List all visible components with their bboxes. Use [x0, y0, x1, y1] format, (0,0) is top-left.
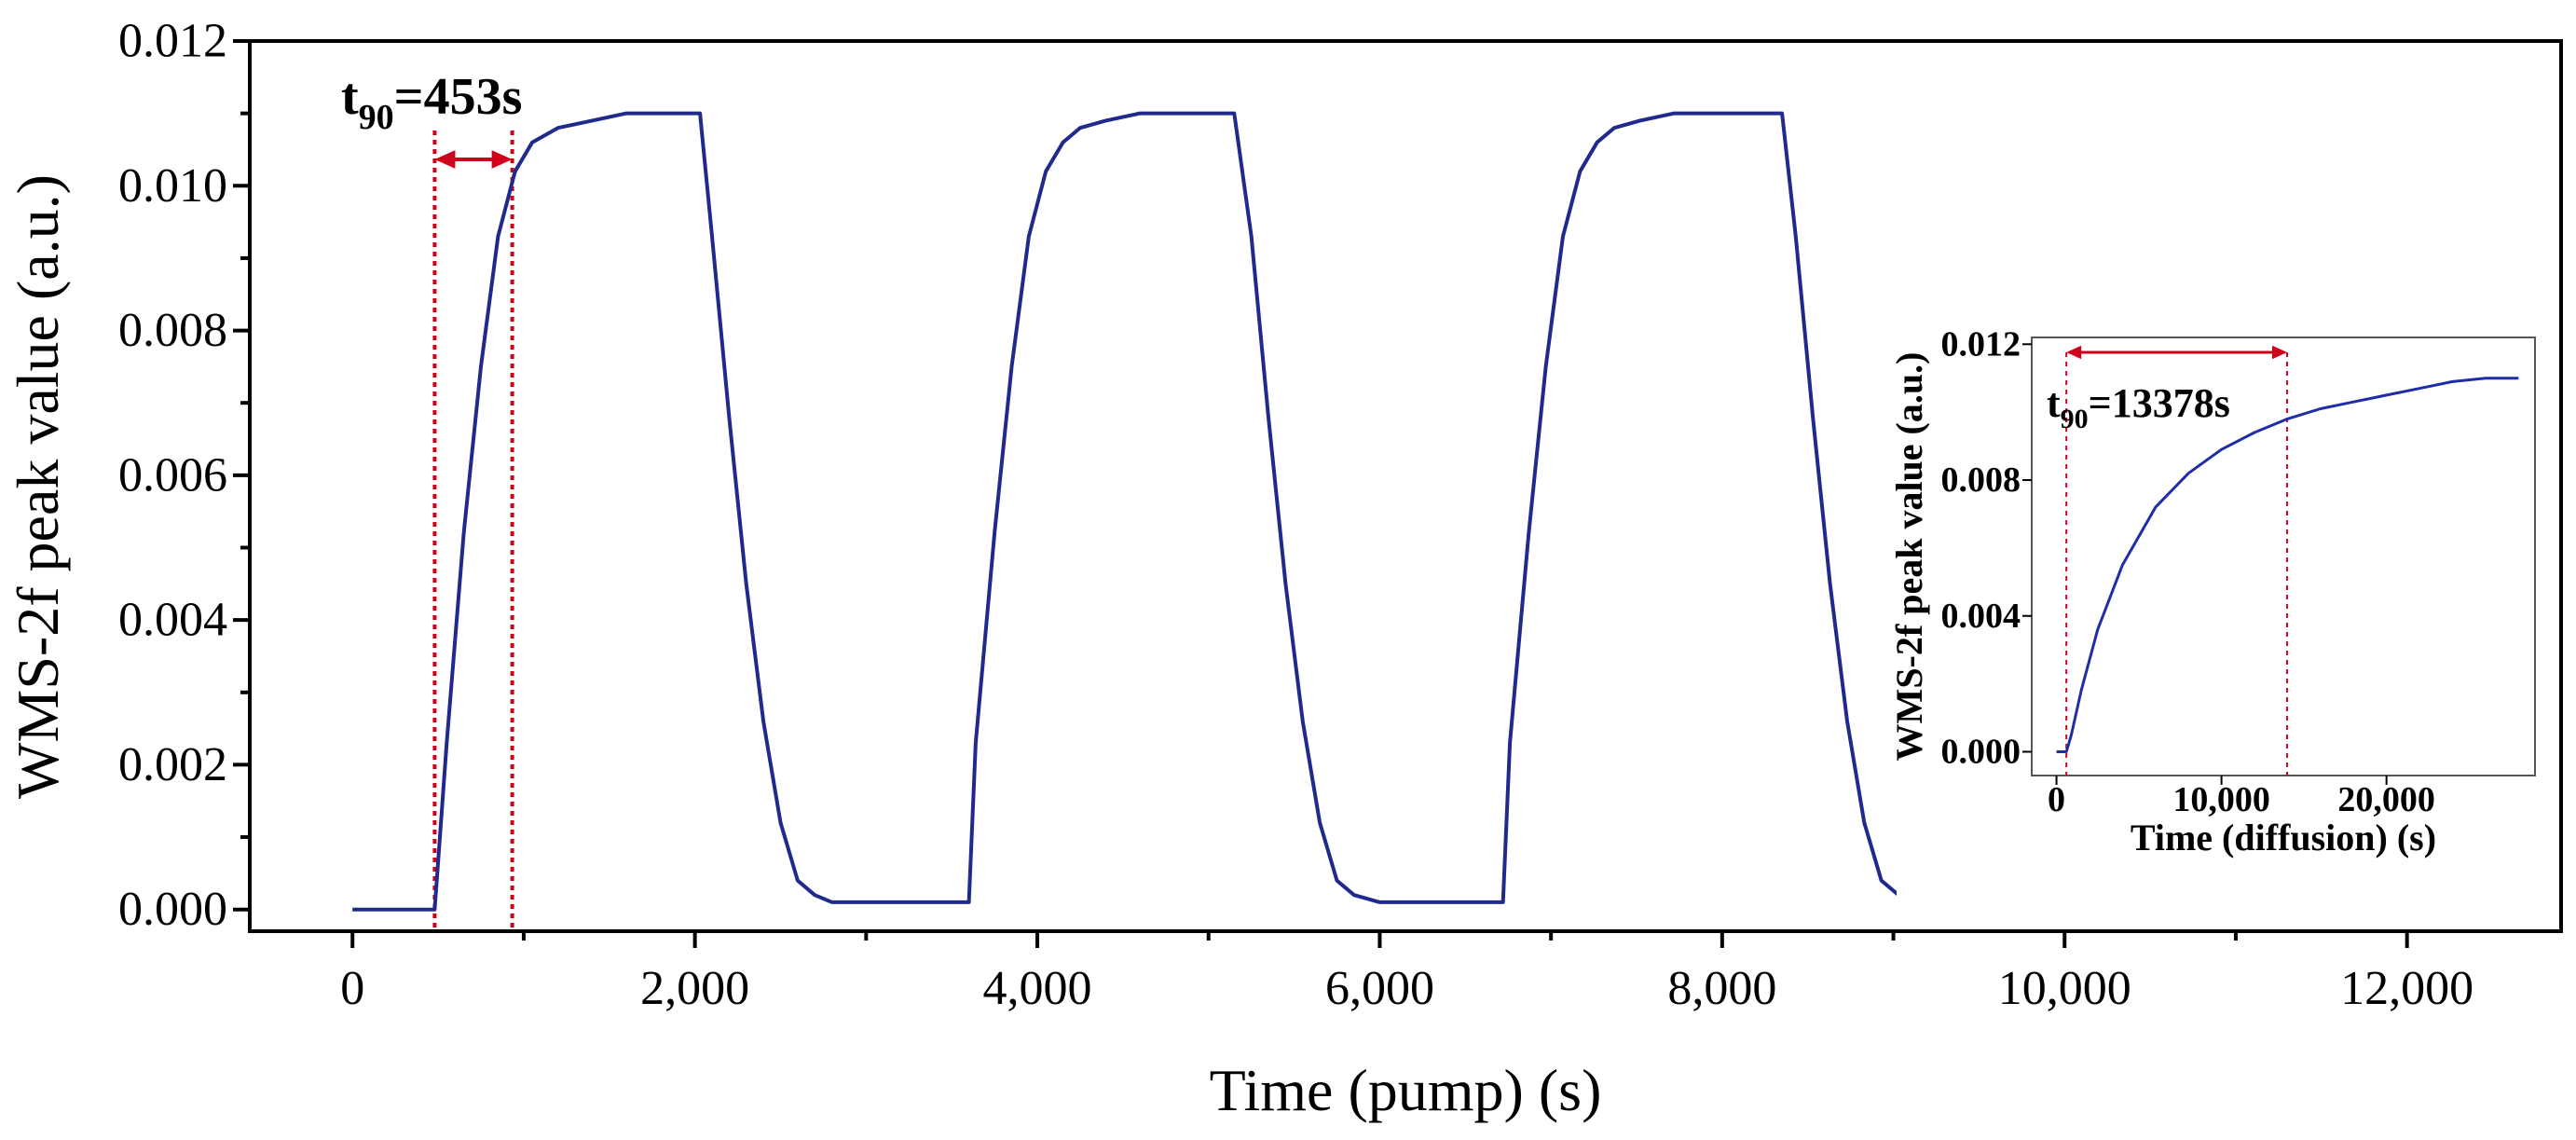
inset-t90-annotation-sub: 90: [2061, 404, 2089, 434]
main-plot-frame: [248, 39, 2563, 933]
inset-t90-arrow-left-head: [2066, 345, 2082, 360]
x-tick-label: 2,000: [640, 962, 749, 1015]
x-tick-label: 20,000: [2337, 780, 2435, 819]
main-x-axis-ticks: [350, 931, 2409, 948]
main-chart: 0 2,000 4,000 6,000 8,000 10,000 12,000 0.0000…: [5, 15, 2563, 1123]
inset-plot-frame: [2031, 337, 2536, 776]
x-tick-label: 0: [340, 962, 364, 1015]
x-tick-label: 10,000: [1998, 962, 2131, 1015]
main-t90-arrow-right-head: [491, 150, 513, 169]
inset-series-group: [2056, 377, 2519, 753]
main-x-axis-label: Time (pump) (s): [1210, 1057, 1602, 1123]
main-y-axis-ticks: [233, 39, 250, 912]
main-t90-annotation-value: =453s: [394, 68, 523, 126]
y-tick-label: 0.008: [1941, 460, 2021, 500]
inset-y-axis-tick-labels: 0.000 0.004 0.008 0.012: [1941, 324, 2021, 771]
y-tick-label: 0.012: [118, 15, 227, 68]
main-t90-arrow-left-head: [434, 150, 456, 169]
x-tick-label: 12,000: [2340, 962, 2473, 1015]
inset-series-line: [2056, 377, 2519, 753]
x-tick-label: 10,000: [2172, 780, 2270, 819]
inset-y-axis-label: WMS-2f peak value (a.u.): [1888, 352, 1930, 762]
x-tick-label: 8,000: [1667, 962, 1776, 1015]
y-tick-label: 0.008: [118, 304, 227, 357]
y-tick-label: 0.002: [118, 738, 227, 791]
y-tick-label: 0.004: [1941, 597, 2021, 636]
main-x-axis-tick-labels: 0 2,000 4,000 6,000 8,000 10,000 12,000: [340, 962, 2473, 1015]
y-tick-label: 0.006: [118, 448, 227, 501]
main-y-axis-label: WMS-2f peak value (a.u.): [5, 174, 71, 799]
main-series-group: [352, 111, 2065, 912]
inset-background: [1897, 270, 2549, 904]
main-series-line: [352, 111, 2065, 912]
inset-x-axis-tick-labels: 0 10,000 20,000: [2048, 780, 2435, 819]
y-tick-label: 0.012: [1941, 324, 2021, 364]
main-t90-annotation-sub: 90: [359, 98, 394, 137]
x-tick-label: 0: [2048, 780, 2065, 819]
inset-t90-arrow: [2066, 345, 2288, 360]
y-tick-label: 0.000: [1941, 732, 2021, 771]
x-tick-label: 6,000: [1325, 962, 1434, 1015]
inset-y-axis-ticks: [2022, 343, 2032, 753]
y-tick-label: 0.004: [118, 594, 227, 647]
inset-t90-arrow-right-head: [2272, 345, 2288, 360]
inset-chart: 0 10,000 20,000 0.000 0.004 0.008 0.012 t90=1…: [1888, 270, 2549, 904]
inset-t90-annotation-value: =13378s: [2089, 380, 2230, 426]
x-tick-label: 4,000: [983, 962, 1092, 1015]
main-t90-annotation: t90=453s: [341, 68, 522, 137]
main-t90-annotation-base: t: [341, 68, 359, 126]
inset-t90-annotation-base: t: [2047, 380, 2061, 426]
inset-x-axis-label: Time (diffusion) (s): [2131, 817, 2436, 858]
main-y-axis-tick-labels: 0.000 0.002 0.004 0.006 0.008 0.010 0.012: [118, 15, 227, 937]
main-t90-arrow: [434, 150, 513, 169]
y-tick-label: 0.010: [118, 159, 227, 213]
y-tick-label: 0.000: [118, 883, 227, 936]
main-t90-markers: [432, 130, 514, 931]
inset-x-axis-ticks: [2055, 776, 2388, 785]
inset-t90-annotation: t90=13378s: [2047, 380, 2230, 434]
